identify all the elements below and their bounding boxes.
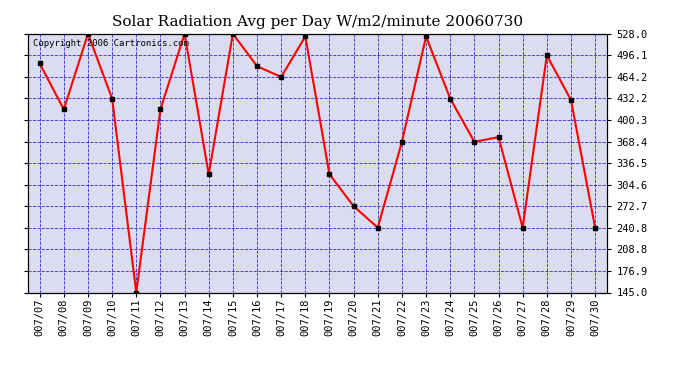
Text: Solar Radiation Avg per Day W/m2/minute 20060730: Solar Radiation Avg per Day W/m2/minute … xyxy=(112,15,523,29)
Text: Copyright 2006 Cartronics.com: Copyright 2006 Cartronics.com xyxy=(33,39,189,48)
